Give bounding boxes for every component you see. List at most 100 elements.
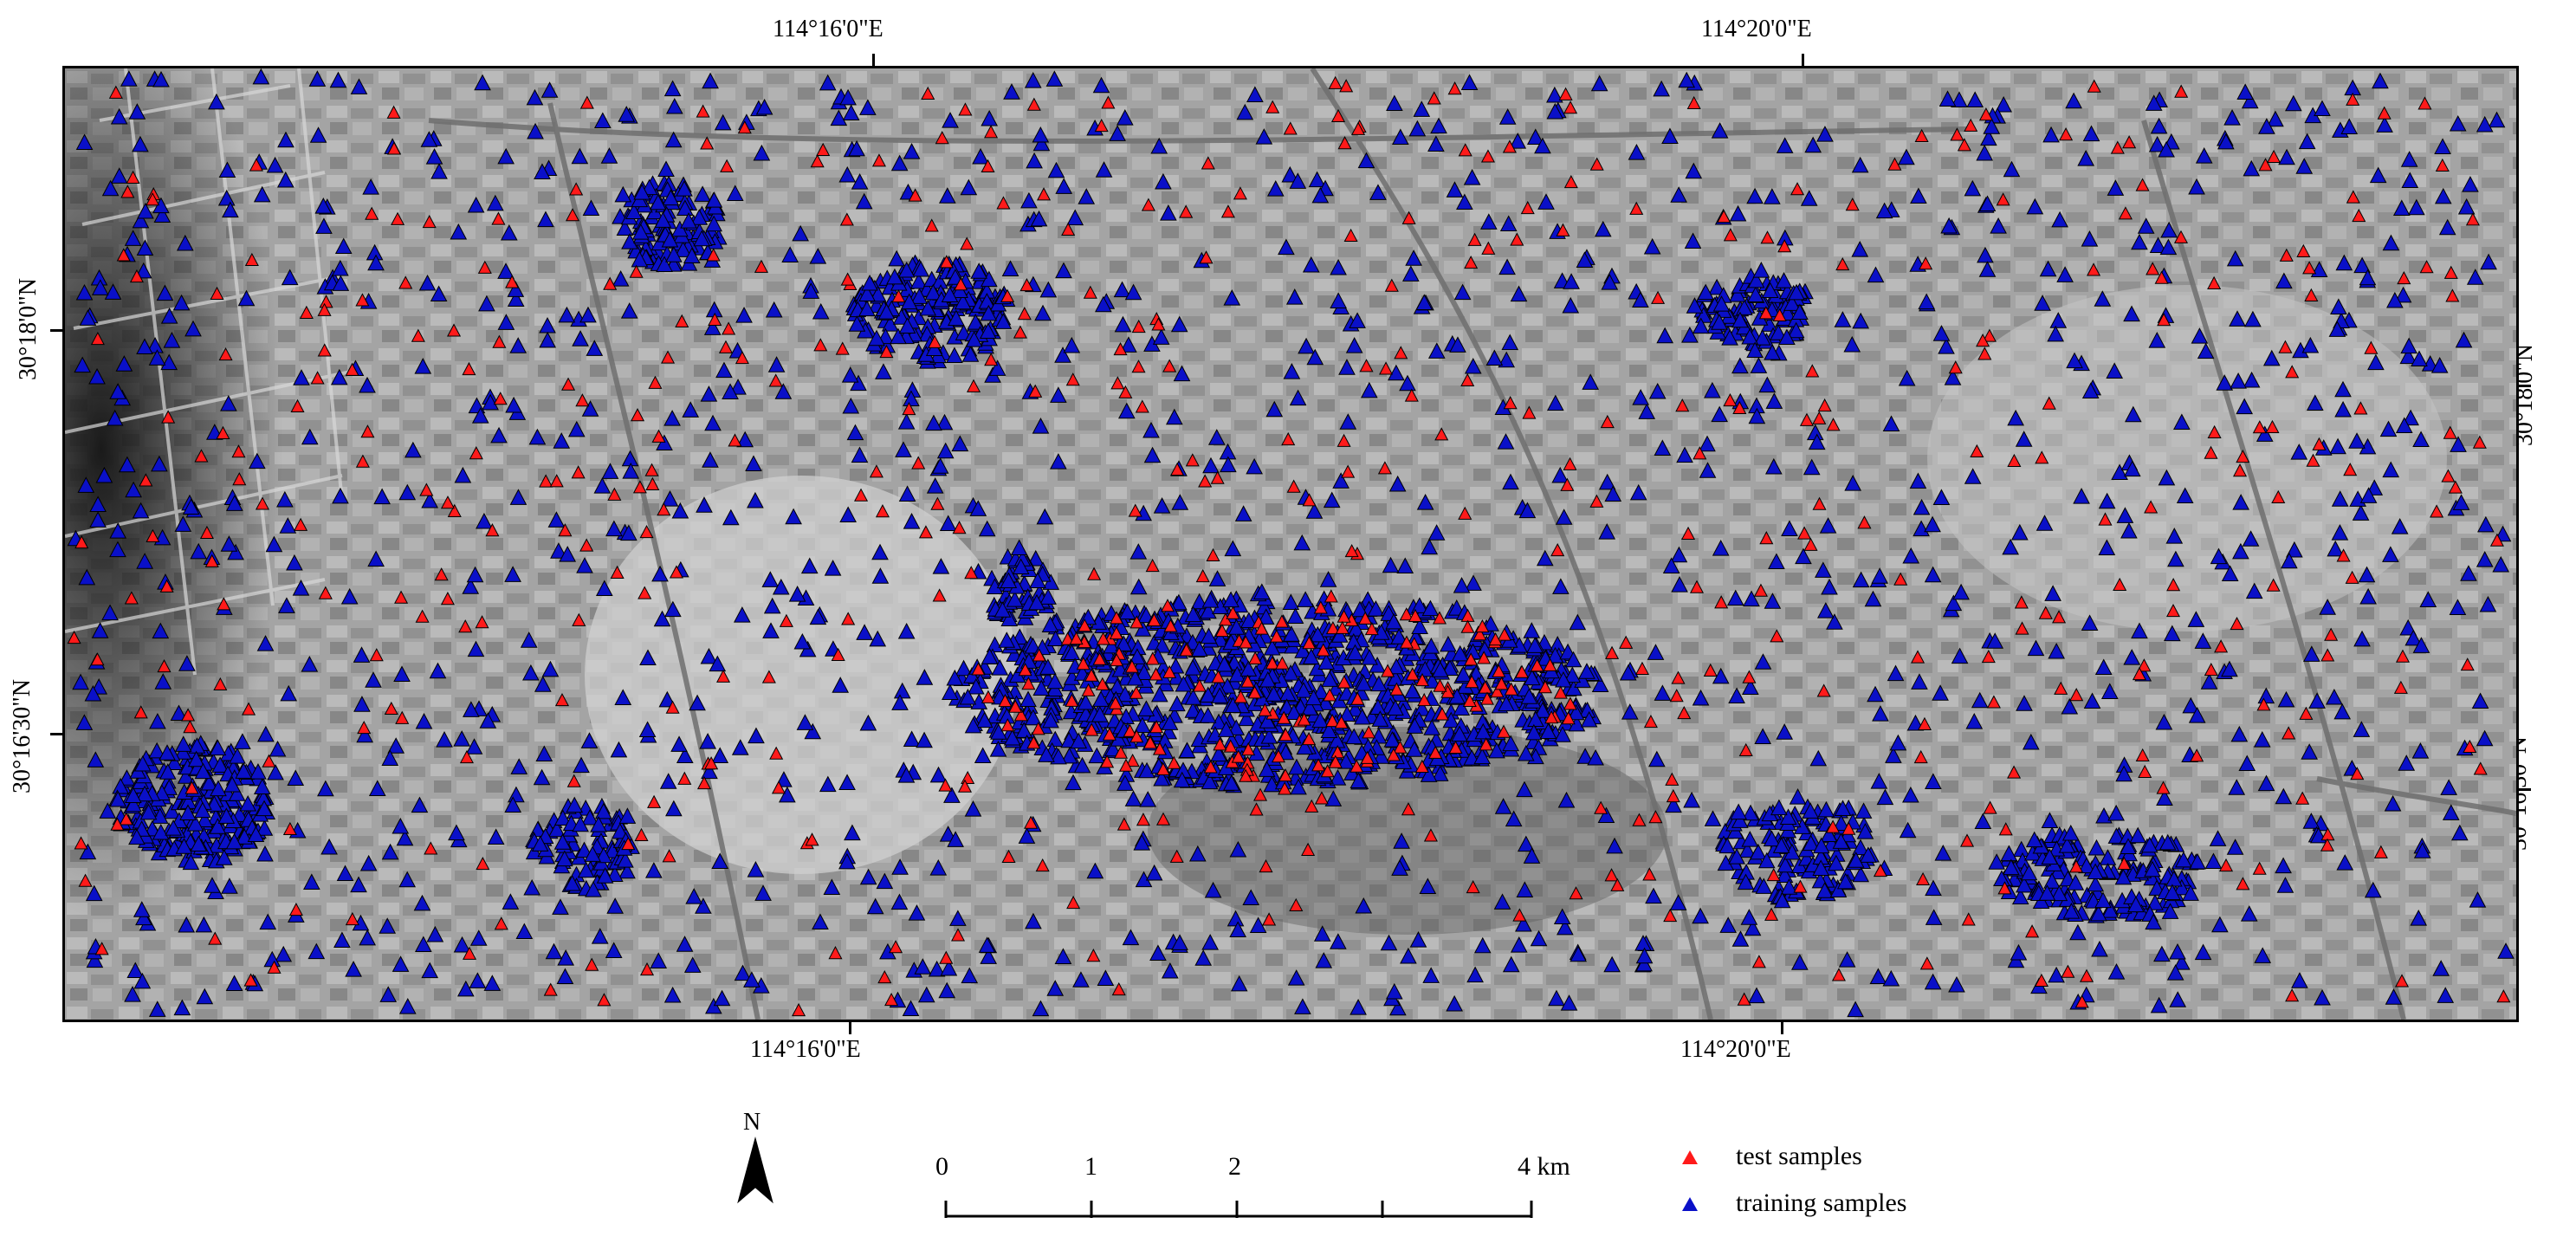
- training-sample-marker: [711, 747, 729, 763]
- test-sample-marker: [639, 962, 655, 976]
- training-sample-marker: [1139, 791, 1157, 807]
- training-sample-marker: [690, 209, 709, 225]
- training-sample-marker: [1406, 741, 1423, 757]
- test-sample-marker: [1558, 87, 1573, 100]
- training-sample-marker: [1032, 126, 1050, 143]
- test-sample-marker: [2296, 243, 2311, 257]
- test-sample-marker: [1084, 668, 1099, 682]
- training-sample-marker: [1570, 945, 1587, 962]
- test-sample-marker: [2144, 500, 2159, 514]
- test-sample-marker: [1163, 618, 1178, 632]
- test-sample-marker: [1031, 722, 1045, 735]
- training-sample-marker: [1738, 841, 1757, 858]
- test-sample-marker: [231, 444, 246, 458]
- test-sample-marker: [1231, 749, 1246, 763]
- training-sample-marker: [1875, 202, 1893, 219]
- training-sample-marker: [1391, 859, 1408, 876]
- training-sample-marker: [1676, 446, 1693, 463]
- training-sample-marker: [2197, 342, 2215, 359]
- test-sample-marker: [1465, 675, 1479, 689]
- training-sample-marker: [1788, 283, 1805, 301]
- test-sample-marker: [1278, 728, 1293, 742]
- training-sample-marker: [1242, 889, 1260, 906]
- training-sample-marker: [2049, 863, 2067, 880]
- test-sample-marker: [1129, 615, 1144, 629]
- training-sample-marker: [1060, 747, 1078, 764]
- training-sample-marker: [1122, 929, 1140, 946]
- test-sample-marker: [1389, 682, 1404, 696]
- lon-label-bottom-2: 114°20'0"E: [1680, 1036, 1791, 1063]
- training-sample-marker: [1948, 975, 1965, 993]
- training-sample-marker: [804, 722, 822, 740]
- test-sample-marker: [2236, 877, 2250, 891]
- training-sample-marker: [1217, 721, 1235, 737]
- test-sample-marker: [1123, 723, 1137, 737]
- training-sample-marker: [1910, 187, 1927, 204]
- training-sample-marker: [286, 554, 303, 571]
- training-sample-marker: [2302, 813, 2320, 829]
- training-sample-marker: [2107, 962, 2126, 980]
- test-sample-marker: [700, 136, 715, 150]
- training-sample-marker: [279, 517, 297, 534]
- test-sample-marker: [2113, 577, 2127, 591]
- training-sample-marker: [859, 868, 877, 885]
- training-sample-marker: [465, 738, 483, 755]
- training-sample-marker: [1719, 916, 1738, 933]
- map-canvas[interactable]: [65, 68, 2516, 1020]
- training-sample-marker: [418, 274, 437, 291]
- training-sample-marker: [1319, 571, 1337, 587]
- training-sample-marker: [959, 688, 977, 705]
- test-sample-marker: [94, 942, 109, 955]
- training-sample-marker: [1295, 682, 1312, 698]
- training-sample-marker: [1938, 90, 1957, 107]
- training-sample-marker: [903, 730, 921, 747]
- training-sample-marker: [510, 758, 528, 774]
- training-sample-marker: [925, 340, 943, 357]
- training-sample-marker: [1779, 808, 1797, 825]
- test-sample-marker: [1835, 256, 1850, 271]
- training-sample-marker: [1173, 771, 1191, 788]
- training-sample-marker: [1697, 283, 1715, 301]
- training-sample-marker: [2217, 133, 2235, 150]
- test-samples-layer: [67, 75, 2511, 1017]
- training-sample-marker: [1451, 725, 1468, 742]
- test-sample-marker: [1589, 494, 1604, 508]
- test-sample-marker: [1917, 716, 1932, 730]
- training-sample-marker: [938, 187, 956, 204]
- test-sample-marker: [365, 206, 379, 220]
- test-sample-marker: [1826, 418, 1841, 431]
- training-sample-marker: [2194, 943, 2212, 961]
- test-sample-marker: [754, 259, 768, 273]
- test-sample-marker: [662, 849, 676, 863]
- training-sample-marker: [2229, 310, 2246, 327]
- training-sample-marker: [671, 502, 689, 519]
- training-sample-marker: [2155, 713, 2173, 730]
- test-sample-marker: [1594, 800, 1608, 814]
- training-sample-marker: [1665, 796, 1682, 813]
- test-sample-marker: [1213, 737, 1227, 751]
- test-sample-marker: [1492, 664, 1506, 677]
- training-sample-marker: [1758, 376, 1777, 393]
- training-sample-marker: [722, 383, 739, 399]
- training-sample-marker: [2256, 425, 2274, 442]
- training-sample-marker: [1421, 599, 1440, 617]
- test-sample-marker: [761, 670, 776, 683]
- training-sample-marker: [2232, 542, 2249, 560]
- map-frame[interactable]: [62, 66, 2519, 1022]
- training-sample-marker: [2106, 362, 2124, 379]
- training-sample-marker: [1802, 802, 1819, 819]
- test-sample-marker: [108, 85, 123, 99]
- training-sample-marker: [1190, 593, 1208, 610]
- test-sample-marker: [360, 424, 375, 438]
- training-sample-marker: [1001, 260, 1019, 276]
- training-sample-marker: [994, 601, 1012, 618]
- training-sample-marker: [2240, 905, 2258, 922]
- training-sample-marker: [1510, 936, 1528, 953]
- training-sample-marker: [1731, 812, 1749, 828]
- training-sample-marker: [871, 567, 890, 584]
- training-sample-marker: [2091, 940, 2108, 957]
- training-sample-marker: [910, 288, 929, 304]
- training-sample-marker: [2173, 954, 2191, 970]
- training-sample-marker: [2039, 260, 2057, 277]
- test-sample-marker: [74, 534, 89, 549]
